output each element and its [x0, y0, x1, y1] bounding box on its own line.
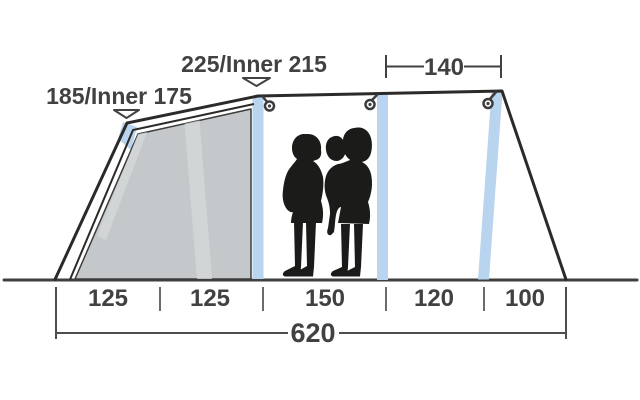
- ring-stem: [488, 90, 498, 101]
- segment-dimension-label: 125: [88, 285, 128, 312]
- top-width-dimension: 140: [385, 54, 502, 81]
- bottom-segment-dimensions: 125 125 150 120 100: [55, 285, 567, 339]
- segment-dimension-label: 125: [190, 285, 230, 312]
- child-head-silhouette: [325, 135, 346, 161]
- total-width-label: 620: [290, 318, 335, 348]
- adult-leg: [295, 222, 316, 277]
- tent-inner-seam-line: [69, 103, 255, 280]
- attachment-ring-rear: [482, 90, 498, 110]
- top-width-dimension-label: 140: [424, 54, 464, 81]
- air-pole-rear: [478, 91, 503, 280]
- air-pole-middle: [377, 95, 388, 280]
- ring-dot: [368, 102, 372, 107]
- panel-edge-highlight: [97, 132, 147, 240]
- height-label-front: 185/Inner 175: [46, 83, 192, 109]
- attachment-ring-front: [261, 95, 276, 112]
- pointer-triangle-front: [113, 109, 140, 119]
- ring-dot: [486, 101, 490, 106]
- parent-child-body-silhouette: [324, 160, 372, 236]
- parent-silhouette: [342, 127, 372, 163]
- parent-leg: [330, 224, 350, 277]
- attachment-ring-middle: [364, 93, 379, 111]
- family-silhouette: [282, 127, 372, 277]
- pointer-triangle-main: [242, 77, 271, 87]
- panel-highlight-streak: [184, 114, 212, 279]
- tent-door-panel: [74, 108, 252, 280]
- adult-silhouette: [282, 134, 324, 223]
- segment-dimension-label: 100: [505, 285, 545, 312]
- parent-leg: [344, 224, 363, 277]
- total-width-dimension: 620: [56, 318, 566, 348]
- air-pole-front: [252, 97, 264, 279]
- height-label-main: 225/Inner 215: [181, 51, 327, 77]
- segment-dimension-label: 150: [305, 285, 345, 312]
- adult-leg: [282, 222, 303, 277]
- segment-dimension-label: 120: [414, 285, 454, 312]
- ring-stem: [370, 93, 379, 102]
- ring-dot: [267, 104, 272, 108]
- tent-outline: [53, 89, 568, 281]
